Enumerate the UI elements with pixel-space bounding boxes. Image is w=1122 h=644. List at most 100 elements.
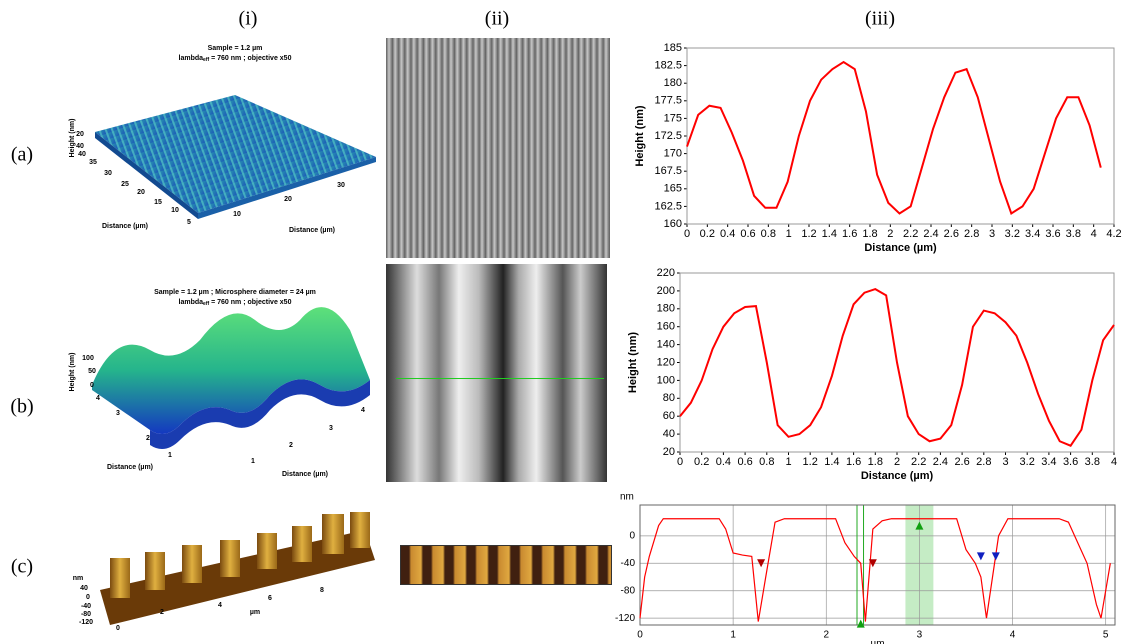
marker <box>757 559 766 568</box>
x-tick-label: 1.8 <box>868 456 883 468</box>
x-tick-label: 3.6 <box>1045 228 1060 240</box>
y-tick-label: 180 <box>664 77 682 89</box>
y-tick-label: 165 <box>664 183 682 195</box>
marker <box>991 552 1000 561</box>
x-tick-label: 0.6 <box>740 228 755 240</box>
x-tick-label: 2.6 <box>944 228 959 240</box>
y-tick-label: 177.5 <box>654 95 682 107</box>
x-tick-label: 2.4 <box>923 228 938 240</box>
x-tick-label: 2.4 <box>933 456 948 468</box>
x-tick-label: 4 <box>1091 228 1097 240</box>
surface-a <box>95 95 376 219</box>
x-tick-label: 1.4 <box>822 228 837 240</box>
x-tick-label: 2.6 <box>954 456 969 468</box>
x-tick-label: 2 <box>887 228 893 240</box>
tick-label: 0 <box>116 625 120 632</box>
x-tick-label: 1.2 <box>803 456 818 468</box>
x-axis-label: µm <box>870 639 884 644</box>
y-tick-label: 200 <box>657 285 675 297</box>
tick-label: 20 <box>284 196 292 203</box>
y-tick-label: 0 <box>629 530 635 541</box>
x-tick-label: 2.8 <box>976 456 991 468</box>
tick-label: 1 <box>168 452 172 459</box>
render-subtitle: lambdaeff = 760 nm ; objective x50 <box>179 299 292 307</box>
x-tick-label: 3 <box>989 228 995 240</box>
tick-label: 20 <box>76 131 84 138</box>
marker <box>915 521 924 530</box>
render-subtitle: lambdaeff = 760 nm ; objective x50 <box>179 55 292 63</box>
tick-label: 35 <box>89 159 97 166</box>
marker <box>976 552 985 561</box>
micrograph-b <box>386 264 607 482</box>
x-tick-label: 0 <box>684 228 690 240</box>
x-tick-label: 4.2 <box>1106 228 1121 240</box>
x-tick-label: 3.2 <box>1005 228 1020 240</box>
x-axis-label: Distance (µm) <box>864 242 937 254</box>
x-tick-label: 3.4 <box>1041 456 1056 468</box>
y-tick-label: 60 <box>663 410 675 422</box>
x-tick-label: 2.2 <box>911 456 926 468</box>
tick-label: 30 <box>337 182 345 189</box>
x-tick-label: 2.2 <box>903 228 918 240</box>
render-title: Sample = 1.2 µm ; Microsphere diameter =… <box>154 289 316 296</box>
x-tick-label: 2 <box>823 630 829 641</box>
tick-label: 50 <box>88 368 96 375</box>
row-label: (a) <box>11 144 33 166</box>
y-tick-label: 185 <box>664 42 682 54</box>
x-tick-label: 3 <box>1002 456 1008 468</box>
y-tick-label: -80 <box>621 585 636 596</box>
tick-label: 4 <box>96 395 100 402</box>
surface-b <box>92 307 370 449</box>
tick-label: 30 <box>104 170 112 177</box>
y-tick-label: 40 <box>663 428 675 440</box>
marker <box>868 559 877 568</box>
x-tick-label: 3.6 <box>1063 456 1078 468</box>
y-axis-label: Height (nm) <box>634 105 646 166</box>
y-tick-label: -120 <box>615 613 635 624</box>
x-tick-label: 3.4 <box>1025 228 1040 240</box>
x-tick-label: 4 <box>1111 456 1117 468</box>
y-tick-label: 182.5 <box>654 60 682 72</box>
tick-label: 15 <box>154 199 162 206</box>
y-tick-label: 172.5 <box>654 130 682 142</box>
y-tick-label: 160 <box>664 218 682 230</box>
micrograph-a <box>386 38 610 258</box>
x-tick-label: 1 <box>730 630 736 641</box>
x-tick-label: 1 <box>786 228 792 240</box>
tick-label: 0 <box>86 594 90 601</box>
x-tick-label: 0.8 <box>759 456 774 468</box>
x-tick-label: 1 <box>785 456 791 468</box>
tick-label: 2 <box>289 442 293 449</box>
tick-label: 3 <box>116 410 120 417</box>
plot-frame <box>639 504 1116 626</box>
render-title: Sample = 1.2 µm <box>208 45 263 52</box>
x-tick-label: 3.8 <box>1066 228 1081 240</box>
tick-label: 40 <box>80 585 88 592</box>
tick-label: 5 <box>187 219 191 226</box>
plot-frame <box>686 47 1115 225</box>
axis-label: Distance (µm) <box>289 227 335 234</box>
tick-label: 4 <box>361 407 365 414</box>
data-line <box>686 60 1102 215</box>
data-line <box>639 518 1111 622</box>
axis-label: Distance (µm) <box>107 464 153 471</box>
x-tick-label: 0.4 <box>716 456 731 468</box>
tick-label: -120 <box>79 619 93 626</box>
x-tick-label: 0.2 <box>700 228 715 240</box>
y-tick-label: 100 <box>657 374 675 386</box>
y-tick-label: 175 <box>664 112 682 124</box>
tick-label: 10 <box>171 207 179 214</box>
column-label: (i) <box>239 8 258 30</box>
x-tick-label: 0.8 <box>761 228 776 240</box>
tick-label: 20 <box>137 189 145 196</box>
tick-label: 40 <box>78 151 86 158</box>
column-label: (iii) <box>865 8 895 30</box>
x-tick-label: 3.8 <box>1085 456 1100 468</box>
x-tick-label: 3 <box>917 630 923 641</box>
x-tick-label: 1.6 <box>842 228 857 240</box>
y-tick-label: 170 <box>664 148 682 160</box>
x-tick-label: 0.2 <box>694 456 709 468</box>
axis-label: Distance (µm) <box>102 223 148 230</box>
x-tick-label: 0 <box>637 630 643 641</box>
